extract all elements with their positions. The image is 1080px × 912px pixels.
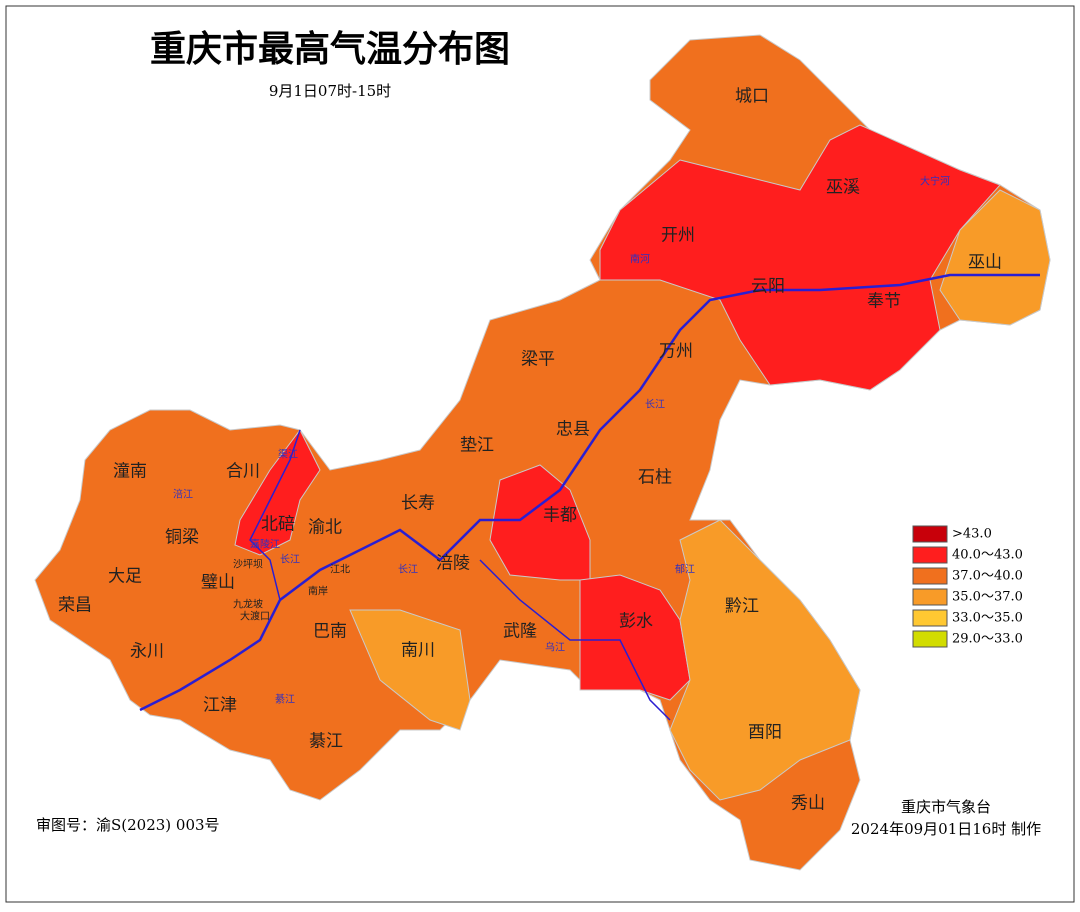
river-label: 嘉陵江 — [250, 538, 280, 551]
river-label: 郁江 — [675, 563, 695, 576]
district-label: 巴南 — [313, 622, 347, 642]
district-label: 涪陵 — [436, 554, 470, 574]
district-label: 大足 — [108, 567, 142, 587]
legend-swatch — [912, 567, 948, 585]
legend-label: >43.0 — [952, 527, 992, 542]
region-40-43 — [234, 429, 321, 556]
approval-number: 审图号：渝S(2023) 003号 — [36, 816, 220, 834]
jialing-river — [249, 429, 301, 601]
river-label: 大宁河 — [920, 175, 950, 188]
map — [34, 34, 1051, 871]
legend-swatch — [912, 609, 948, 627]
district-label: 梁平 — [521, 350, 555, 370]
district-label: 石柱 — [638, 468, 672, 488]
river-label: 渠江 — [278, 449, 298, 461]
district-label: 武隆 — [503, 622, 537, 642]
district-label: 永川 — [130, 642, 164, 662]
district-label: 南川 — [401, 641, 435, 661]
district-label: 万州 — [659, 342, 693, 362]
district-label: 酉阳 — [748, 723, 782, 743]
subtitle: 9月1日07时-15时 — [269, 82, 391, 100]
legend-label: 29.0～33.0 — [952, 632, 1023, 647]
river-label: 长江 — [280, 554, 300, 566]
issuer: 重庆市气象台 — [901, 798, 991, 816]
region-35-37 — [939, 189, 1051, 326]
place-label: 沙坪坝 — [233, 558, 263, 571]
river-label: 长江 — [398, 564, 418, 576]
legend-label: 33.0～35.0 — [952, 611, 1023, 626]
district-label: 秀山 — [791, 794, 825, 814]
district-label: 荣昌 — [58, 596, 92, 616]
place-label: 南岸 — [308, 585, 328, 598]
river-label: 涪江 — [173, 488, 193, 501]
district-label: 黔江 — [725, 597, 759, 617]
legend-label: 35.0～37.0 — [952, 590, 1023, 605]
produced-time: 2024年09月01日16时 制作 — [851, 820, 1041, 838]
district-label: 潼南 — [113, 462, 147, 482]
yangtze-river — [139, 273, 1040, 712]
district-label: 城口 — [735, 87, 769, 107]
district-label: 江津 — [203, 696, 237, 716]
wu-river — [479, 559, 671, 721]
district-label: 巫溪 — [826, 178, 860, 198]
district-label: 渝北 — [308, 518, 342, 538]
place-label: 九龙坡 — [233, 598, 263, 611]
legend-swatch — [912, 546, 948, 564]
district-label: 奉节 — [867, 292, 901, 312]
district-label: 垫江 — [460, 436, 494, 456]
district-label: 北碚 — [261, 515, 295, 535]
region-35-37 — [349, 609, 471, 731]
river-label: 长江 — [645, 399, 665, 411]
map-title: 重庆市最高气温分布图 — [150, 28, 510, 70]
district-label: 璧山 — [201, 573, 235, 593]
legend-label: 40.0～43.0 — [952, 548, 1023, 563]
district-label: 彭水 — [619, 612, 653, 632]
district-label: 开州 — [661, 226, 695, 246]
district-label: 忠县 — [556, 420, 590, 440]
district-label: 云阳 — [751, 277, 785, 297]
region-40-43 — [599, 124, 1001, 391]
river-label: 南河 — [630, 253, 650, 266]
legend-swatch — [912, 630, 948, 648]
district-label: 丰都 — [543, 506, 577, 526]
legend: >43.0 40.0～43.0 37.0～40.0 35.0～37.0 33.0～35.… — [912, 525, 1023, 648]
district-label: 铜梁 — [165, 528, 199, 548]
district-label: 巫山 — [968, 253, 1002, 273]
legend-swatch — [912, 588, 948, 606]
legend-label: 37.0～40.0 — [952, 569, 1023, 584]
place-label: 大渡口 — [240, 610, 270, 623]
district-label: 长寿 — [401, 494, 435, 514]
region-35-37 — [669, 519, 861, 801]
river-label: 乌江 — [545, 641, 565, 654]
district-label: 合川 — [226, 462, 260, 482]
river-label: 綦江 — [275, 693, 295, 706]
district-label: 綦江 — [309, 732, 343, 752]
legend-swatch — [912, 525, 948, 543]
place-label: 江北 — [330, 564, 350, 576]
